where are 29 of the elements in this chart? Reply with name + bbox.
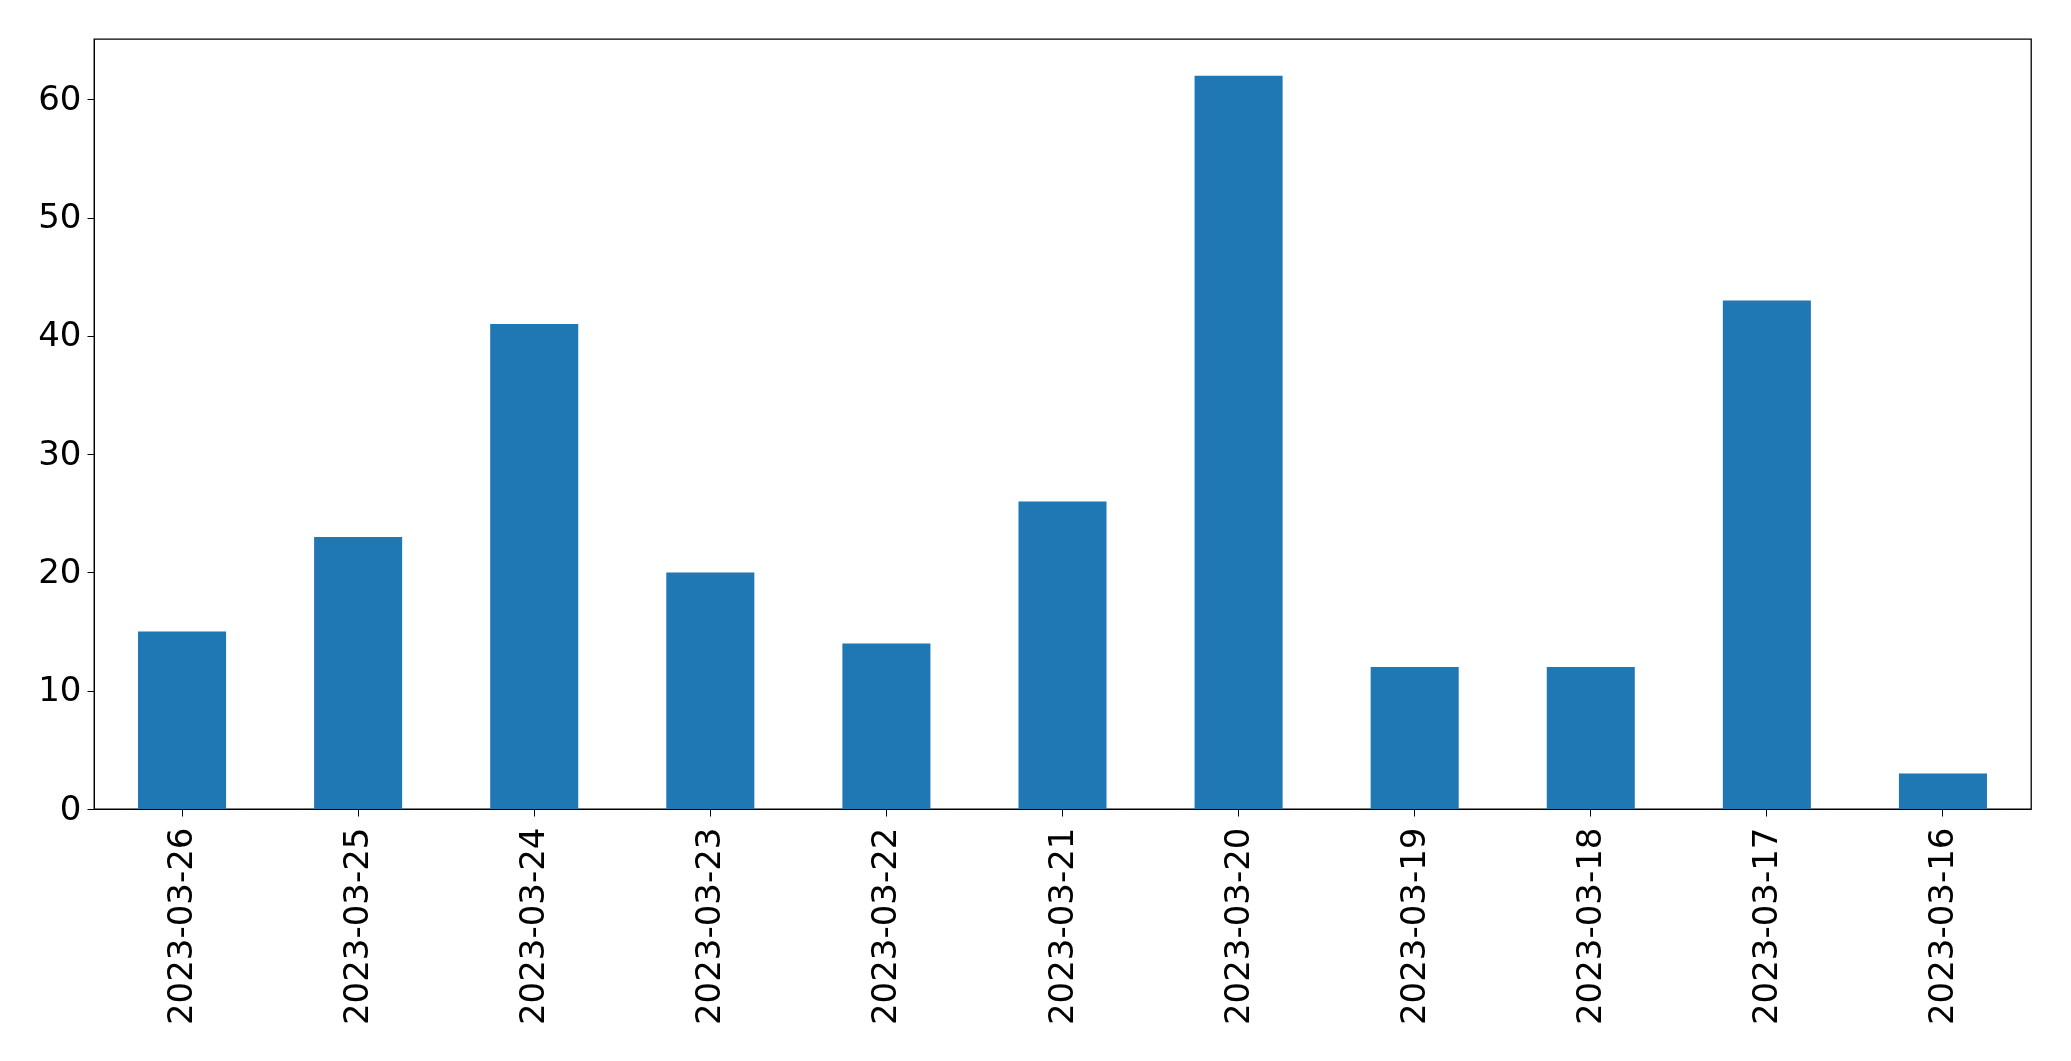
bar [666, 572, 755, 809]
x-tick-label: 2023-03-19 [1392, 827, 1433, 1026]
y-tick-label: 20 [38, 550, 82, 591]
y-tick-label: 50 [38, 196, 82, 237]
x-tick-label: 2023-03-17 [1744, 827, 1785, 1026]
bar [1018, 501, 1107, 809]
bar [1370, 667, 1459, 809]
bar [1546, 667, 1635, 809]
y-tick-label: 60 [38, 77, 82, 118]
y-tick-label: 30 [38, 432, 82, 473]
bar [1898, 773, 1987, 809]
bar [314, 536, 403, 809]
x-tick-label: 2023-03-24 [512, 827, 553, 1026]
bar [138, 631, 227, 809]
y-tick-label: 40 [38, 314, 82, 355]
x-tick-label: 2023-03-16 [1920, 827, 1961, 1026]
x-tick-label: 2023-03-25 [336, 827, 377, 1026]
bar [1194, 75, 1283, 809]
y-tick-label: 0 [59, 787, 82, 828]
x-tick-label: 2023-03-20 [1216, 827, 1257, 1026]
x-tick-label: 2023-03-26 [160, 827, 201, 1026]
x-tick-label: 2023-03-21 [1040, 827, 1081, 1026]
x-tick-label: 2023-03-18 [1568, 827, 1609, 1026]
x-tick-label: 2023-03-23 [688, 827, 729, 1026]
bar [842, 643, 931, 809]
bar [490, 324, 579, 809]
y-tick-label: 10 [38, 669, 82, 710]
x-tick-label: 2023-03-22 [864, 827, 905, 1026]
bar [1722, 300, 1811, 809]
